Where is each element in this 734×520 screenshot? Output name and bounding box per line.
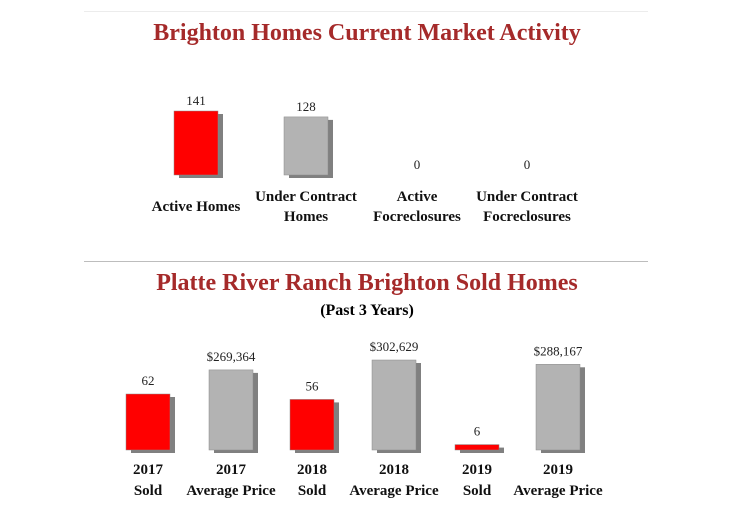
value-label-0: 62 <box>142 373 155 388</box>
category-label-2-1: Sold <box>298 483 327 499</box>
value-label-5: $288,167 <box>534 343 583 358</box>
sold-homes-subtitle: (Past 3 Years) <box>320 302 414 319</box>
value-label-2: 0 <box>414 157 421 172</box>
bar-2 <box>289 399 335 451</box>
category-label-1-1: Homes <box>284 209 328 225</box>
bar-0 <box>125 393 171 451</box>
market-activity-chart: 141 Active Homes 128 Under Contract Homes 0 Ac… <box>152 93 578 225</box>
category-label-3-1: Focreclosures <box>483 209 571 225</box>
category-label-3-0: 2018 <box>379 462 409 478</box>
value-label-2: 56 <box>306 378 320 393</box>
category-label-4-1: Sold <box>463 483 492 499</box>
category-label-0-0: Active Homes <box>152 199 241 215</box>
category-label-5-0: 2019 <box>543 462 573 478</box>
value-label-3: $302,629 <box>370 339 419 354</box>
bar-1 <box>208 369 254 451</box>
section-divider <box>84 261 648 262</box>
value-label-4: 6 <box>474 424 481 439</box>
bar-1 <box>283 116 329 176</box>
category-label-5-1: Average Price <box>513 483 603 499</box>
top-divider <box>84 11 648 12</box>
value-label-0: 141 <box>186 93 206 108</box>
bar-4 <box>454 444 500 451</box>
category-label-2-0: 2018 <box>297 462 327 478</box>
sold-homes-title: Platte River Ranch Brighton Sold Homes <box>156 270 578 296</box>
value-label-1: 128 <box>296 99 316 114</box>
category-label-0-0: 2017 <box>133 462 164 478</box>
bar-3 <box>371 359 417 451</box>
category-label-1-0: 2017 <box>216 462 247 478</box>
category-label-2-1: Focreclosures <box>373 209 461 225</box>
value-label-3: 0 <box>524 157 531 172</box>
value-label-1: $269,364 <box>207 349 256 364</box>
category-label-3-0: Under Contract <box>476 189 578 205</box>
category-label-0-1: Sold <box>134 483 163 499</box>
bar-0 <box>173 110 219 176</box>
category-label-2-0: Active <box>397 189 438 205</box>
category-label-1-1: Average Price <box>186 483 276 499</box>
category-label-1-0: Under Contract <box>255 189 357 205</box>
category-label-3-1: Average Price <box>349 483 439 499</box>
category-label-4-0: 2019 <box>462 462 492 478</box>
market-activity-title: Brighton Homes Current Market Activity <box>153 20 581 46</box>
bar-5 <box>535 364 581 451</box>
bar-shadow-4 <box>460 447 504 453</box>
